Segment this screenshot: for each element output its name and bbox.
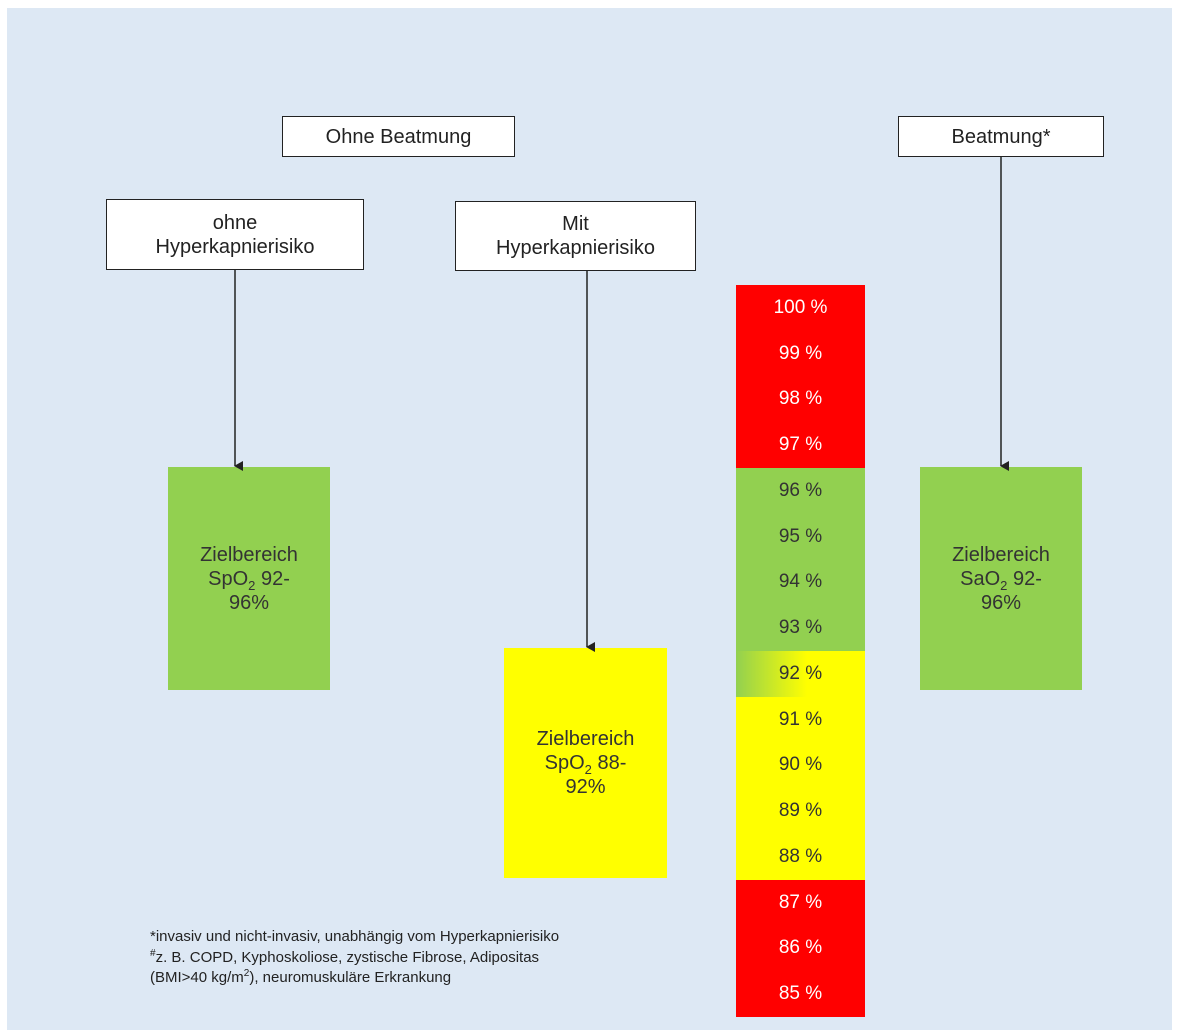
subheader-mit-hyperkapnierisiko: Mit Hyperkapnierisiko bbox=[455, 201, 696, 271]
target-left-prefix: Zielbereich bbox=[200, 543, 298, 566]
scale-tick: 94 % bbox=[778, 571, 823, 593]
scale-tick: 87 % bbox=[778, 891, 823, 913]
scale-tick: 91 % bbox=[778, 708, 823, 730]
scale-tick: 90 % bbox=[778, 754, 823, 776]
target-left-range-end: 96% bbox=[228, 591, 270, 614]
header-ohne-beatmung-label: Ohne Beatmung bbox=[325, 125, 472, 148]
scale-tick: 99 % bbox=[778, 342, 823, 364]
target-right-range: SaO2 92- bbox=[960, 567, 1042, 593]
footnote-line2: #z. B. COPD, Kyphoskoliose, zystische Fi… bbox=[150, 947, 540, 966]
target-right-prefix: Zielbereich bbox=[952, 543, 1050, 566]
scale-tick: 86 % bbox=[778, 937, 823, 959]
scale-band-2 bbox=[736, 651, 865, 697]
scale-tick: 98 % bbox=[778, 388, 823, 410]
scale-tick: 100 % bbox=[773, 296, 828, 318]
scale-tick: 95 % bbox=[778, 525, 823, 547]
footnote-line3: (BMI>40 kg/m2), neuromuskuläre Erkrankun… bbox=[150, 968, 452, 986]
scale-tick: 88 % bbox=[778, 845, 823, 867]
scale-tick: 93 % bbox=[778, 617, 823, 639]
target-box-middle: Zielbereich SpO2 88- 92% bbox=[504, 648, 667, 878]
header-beatmung: Beatmung* bbox=[898, 116, 1104, 157]
footnote: *invasiv und nicht-invasiv, unabhängig v… bbox=[150, 927, 559, 988]
target-left-range: SpO2 92- bbox=[208, 567, 290, 593]
target-middle-range-end: 92% bbox=[565, 776, 606, 798]
scale-band-0 bbox=[736, 285, 865, 468]
saturation-scale: 100 % 99 % 98 % 97 % 96 % 95 % 94 % 93 % 92 % 91 … bbox=[736, 285, 865, 1017]
scale-band-4 bbox=[736, 879, 865, 1017]
target-middle-prefix: Zielbereich bbox=[536, 728, 635, 750]
target-right-range-end: 96% bbox=[980, 591, 1022, 614]
subheader-mit-line2: Hyperkapnierisiko bbox=[496, 237, 655, 259]
scale-band-1 bbox=[736, 468, 865, 651]
subheader-ohne-hyperkapnierisiko: ohne Hyperkapnierisiko bbox=[106, 199, 364, 270]
scale-tick: 96 % bbox=[778, 479, 823, 501]
footnote-line1: *invasiv und nicht-invasiv, unabhängig v… bbox=[150, 928, 560, 945]
scale-band-3 bbox=[736, 696, 865, 880]
scale-tick: 85 % bbox=[778, 983, 823, 1005]
target-box-left: Zielbereich SpO2 92- 96% bbox=[168, 467, 330, 690]
subheader-ohne-line2: Hyperkapnierisiko bbox=[155, 235, 315, 258]
scale-tick: 97 % bbox=[778, 434, 823, 456]
scale-tick: 89 % bbox=[778, 800, 823, 822]
target-middle-range: SpO2 88- bbox=[544, 752, 627, 777]
target-box-right: Zielbereich SaO2 92- 96% bbox=[920, 467, 1082, 690]
header-ohne-beatmung: Ohne Beatmung bbox=[282, 116, 515, 157]
header-beatmung-label: Beatmung* bbox=[951, 125, 1051, 148]
subheader-mit-line1: Mit bbox=[562, 213, 589, 235]
scale-tick: 92 % bbox=[778, 662, 823, 684]
subheader-ohne-line1: ohne bbox=[212, 211, 258, 234]
